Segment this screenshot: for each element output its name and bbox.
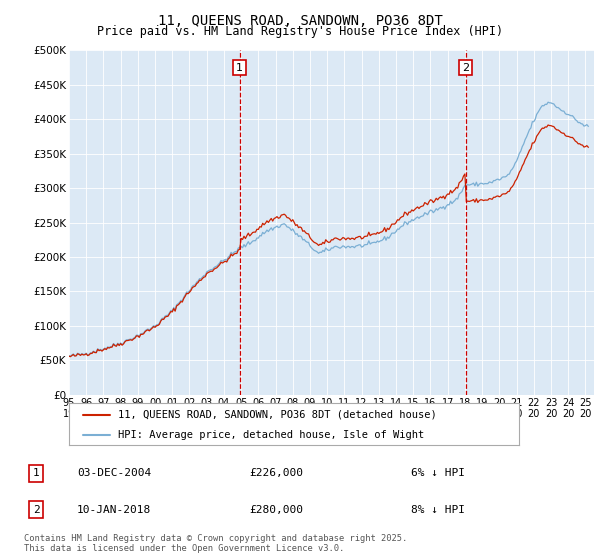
Text: 2: 2 (462, 63, 469, 73)
Text: 11, QUEENS ROAD, SANDOWN, PO36 8DT (detached house): 11, QUEENS ROAD, SANDOWN, PO36 8DT (deta… (119, 410, 437, 420)
Text: 03-DEC-2004: 03-DEC-2004 (77, 468, 151, 478)
Text: 1: 1 (32, 468, 40, 478)
Text: 8% ↓ HPI: 8% ↓ HPI (411, 505, 465, 515)
Text: 2: 2 (32, 505, 40, 515)
Text: Contains HM Land Registry data © Crown copyright and database right 2025.
This d: Contains HM Land Registry data © Crown c… (24, 534, 407, 553)
Text: 1: 1 (236, 63, 243, 73)
Text: 11, QUEENS ROAD, SANDOWN, PO36 8DT: 11, QUEENS ROAD, SANDOWN, PO36 8DT (158, 14, 442, 28)
Text: HPI: Average price, detached house, Isle of Wight: HPI: Average price, detached house, Isle… (119, 430, 425, 440)
Text: 10-JAN-2018: 10-JAN-2018 (77, 505, 151, 515)
Text: Price paid vs. HM Land Registry's House Price Index (HPI): Price paid vs. HM Land Registry's House … (97, 25, 503, 38)
Text: £280,000: £280,000 (249, 505, 303, 515)
Text: 6% ↓ HPI: 6% ↓ HPI (411, 468, 465, 478)
Text: £226,000: £226,000 (249, 468, 303, 478)
